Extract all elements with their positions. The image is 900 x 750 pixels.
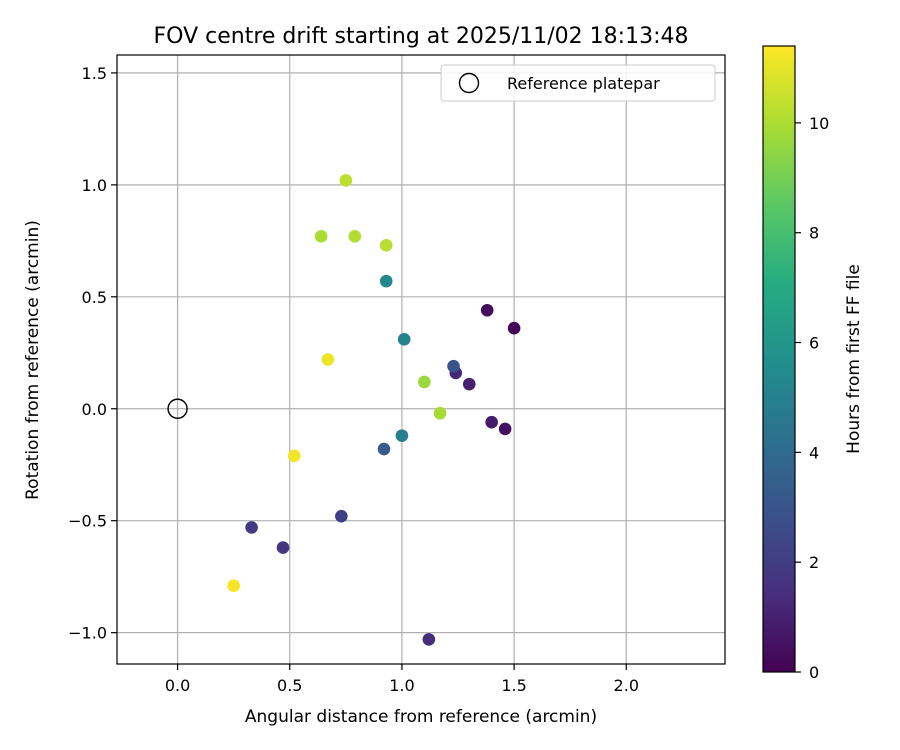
scatter-point (485, 415, 498, 429)
scatter-point (418, 375, 431, 389)
y-tick-label: −0.5 (68, 512, 107, 531)
y-tick-label: 0.0 (82, 400, 107, 419)
x-axis-label: Angular distance from reference (arcmin) (245, 707, 597, 727)
scatter-point (447, 359, 460, 373)
scatter-point (321, 353, 335, 366)
colorbar-tick-label: 4 (809, 443, 819, 462)
y-axis-label: Rotation from reference (arcmin) (23, 220, 43, 500)
grid (117, 55, 725, 664)
colorbar-tick-label: 0 (809, 663, 819, 682)
reference-platepar-marker (167, 398, 188, 419)
scatter-point (314, 230, 328, 243)
scatter-point (462, 377, 476, 391)
colorbar-ticks: 0 2 4 6 8 10 (795, 114, 829, 682)
scatter-point (335, 509, 348, 523)
scatter-point (379, 274, 393, 288)
chart-title: FOV centre drift starting at 2025/11/02 … (154, 24, 689, 49)
colorbar-label: Hours from first FF file (844, 264, 864, 454)
x-tick-label: 0.5 (277, 676, 302, 695)
x-axis-ticks: 0.0 0.5 1.0 1.5 2.0 (165, 664, 639, 695)
scatter-point (507, 321, 521, 335)
reference-layer (167, 398, 188, 419)
colorbar-tick-label: 6 (809, 334, 819, 353)
colorbar-tick-label: 8 (809, 224, 819, 243)
y-tick-label: 1.0 (82, 176, 107, 195)
legend-entry-label: Reference platepar (507, 74, 660, 93)
colorbar-tick-label: 2 (809, 553, 819, 572)
x-tick-label: 1.0 (389, 676, 414, 695)
scatter-point (433, 406, 447, 420)
scatter-point (377, 442, 391, 456)
legend-box (440, 64, 716, 102)
x-tick-label: 0.0 (165, 676, 190, 695)
x-tick-label: 2.0 (614, 676, 639, 695)
colorbar-gradient (762, 45, 796, 673)
y-axis-ticks: −1.0 −0.5 0.0 0.5 1.0 1.5 (68, 64, 117, 643)
scatter-point (422, 633, 436, 646)
scatter-point (379, 239, 393, 252)
y-tick-label: 1.5 (82, 64, 107, 83)
legend-reference-marker (458, 72, 480, 94)
scatter-point (276, 541, 290, 554)
scatter-point (395, 429, 409, 442)
legend: Reference platepar (440, 64, 716, 102)
plot-frame (116, 54, 726, 665)
scatter-point (498, 422, 512, 436)
data-points (227, 174, 521, 646)
scatter-point (480, 303, 494, 317)
colorbar-tick-label: 10 (809, 114, 829, 133)
scatter-point (397, 333, 411, 346)
scatter-point (227, 579, 240, 592)
x-tick-label: 1.5 (501, 676, 526, 695)
scatter-point (348, 230, 362, 243)
y-tick-label: 0.5 (82, 288, 107, 307)
scatter-point (339, 174, 353, 187)
scatter-point (287, 449, 301, 463)
scatter-point (245, 521, 258, 534)
y-tick-label: −1.0 (68, 624, 107, 643)
colorbar: 0 2 4 6 8 10 Hours from first FF file (762, 45, 864, 682)
